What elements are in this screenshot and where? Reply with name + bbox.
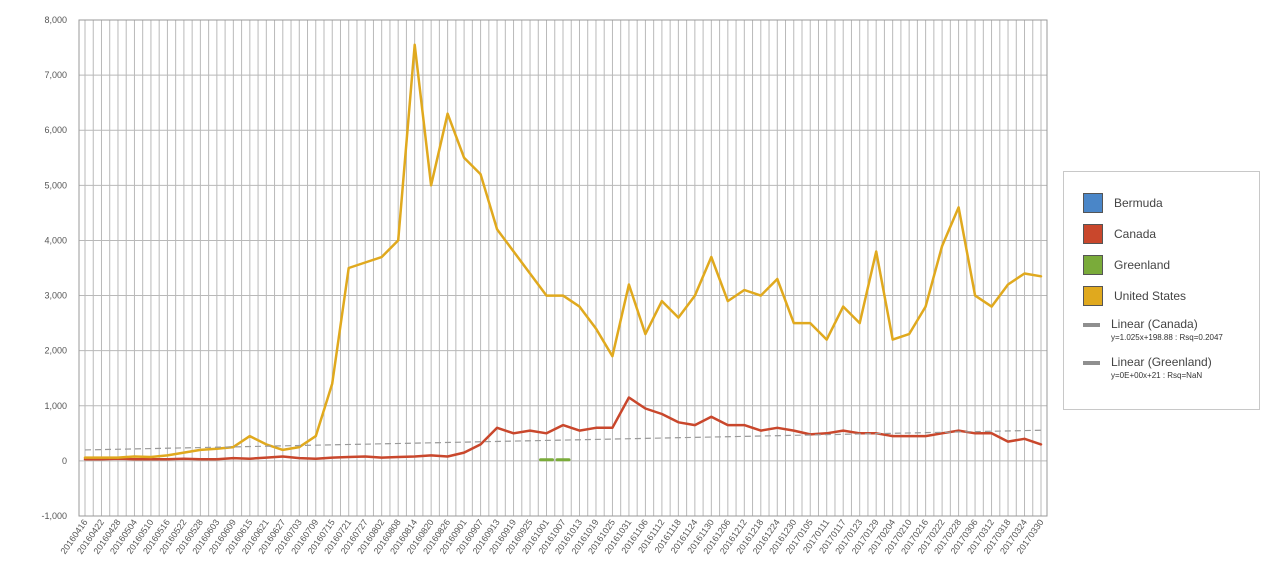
y-tick-label: 3,000: [44, 291, 67, 301]
legend-item-bermuda[interactable]: Bermuda: [1083, 193, 1163, 213]
trend-label-greenland: Linear (Greenland): [1111, 355, 1212, 369]
legend: Bermuda Canada Greenland United States L…: [1063, 171, 1260, 410]
legend-item-canada[interactable]: Canada: [1083, 224, 1156, 244]
legend-item-greenland[interactable]: Greenland: [1083, 255, 1170, 275]
y-tick-label: 4,000: [44, 235, 67, 245]
y-tick-label: 0: [62, 456, 67, 466]
legend-label-greenland: Greenland: [1114, 258, 1171, 272]
trend-line-swatch-canada: [1083, 323, 1100, 327]
trend-line-swatch-greenland: [1083, 361, 1100, 365]
y-tick-label: 8,000: [44, 15, 67, 25]
trend-label-canada: Linear (Canada): [1111, 317, 1198, 331]
plot-border: [78, 19, 1048, 517]
y-tick-label: -1,000: [41, 511, 67, 521]
y-tick-label: 7,000: [44, 70, 67, 80]
series-line-united-states: [83, 43, 1043, 459]
y-tick-label: 6,000: [44, 125, 67, 135]
legend-label-canada: Canada: [1114, 227, 1157, 241]
legend-item-united-states[interactable]: United States: [1083, 286, 1186, 306]
trend-equation-greenland: y=0E+00x+21 : Rsq=NaN: [1111, 371, 1203, 380]
legend-swatch-bermuda: [1083, 193, 1103, 213]
series-line-canada: [83, 396, 1043, 461]
legend-label-united-states: United States: [1114, 289, 1187, 303]
y-tick-label: 5,000: [44, 180, 67, 190]
trend-equation-canada: y=1.025x+198.88 : Rsq=0.2047: [1111, 333, 1223, 342]
legend-swatch-canada: [1083, 224, 1103, 244]
y-tick-label: 1,000: [44, 401, 67, 411]
legend-label-bermuda: Bermuda: [1114, 196, 1163, 210]
legend-swatch-greenland: [1083, 255, 1103, 275]
legend-swatch-united-states: [1083, 286, 1103, 306]
y-tick-label: 2,000: [44, 346, 67, 356]
